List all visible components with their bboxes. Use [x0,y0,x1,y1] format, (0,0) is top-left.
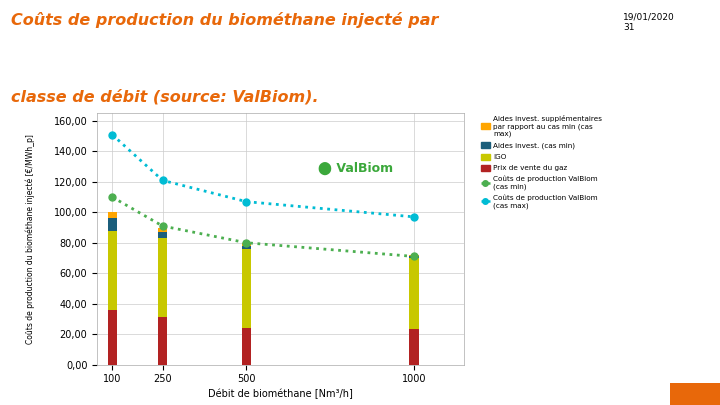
Bar [107,218,117,230]
Bar [242,246,251,249]
Bar [410,256,419,258]
Bar [158,228,167,232]
X-axis label: Débit de biométhane [Nm³/h]: Débit de biométhane [Nm³/h] [208,388,354,399]
Legend: Aides invest. supplémentaires
par rapport au cas min (cas
max), Aides invest. (c: Aides invest. supplémentaires par rappor… [479,113,604,211]
Bar [158,232,167,238]
Bar [410,258,419,330]
Bar [410,255,419,256]
Text: classe de débit (source: ValBiom).: classe de débit (source: ValBiom). [11,89,318,104]
Text: ⬤ ValBiom: ⬤ ValBiom [318,162,392,175]
Bar [242,243,251,246]
Bar [107,230,117,310]
Bar [158,238,167,318]
Bar [158,318,167,365]
Bar [107,310,117,364]
Text: Coûts de production du biométhane injecté par: Coûts de production du biométhane inject… [11,12,438,28]
Y-axis label: Coûts de production du biométhane injecté [€/MWh_p]: Coûts de production du biométhane inject… [25,134,35,344]
Bar [410,330,419,364]
Bar [242,249,251,328]
Text: 19/01/2020
31: 19/01/2020 31 [623,12,675,32]
Bar [107,212,117,218]
Bar [242,328,251,364]
